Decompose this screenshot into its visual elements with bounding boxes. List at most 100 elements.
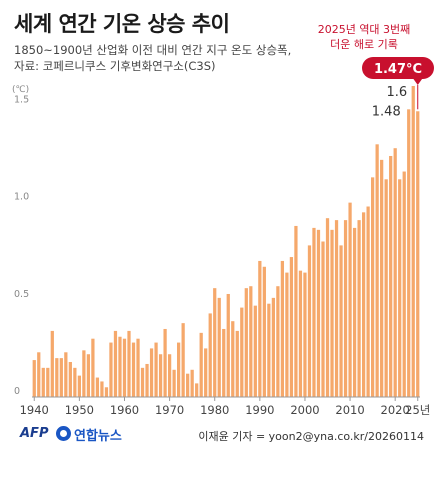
bar-1947 [64,352,68,397]
reporter-credit: 이재윤 기자 = yoon2@yna.co.kr/20260114 [198,430,424,443]
data-labels-group: 1.48 1.6 [372,85,407,119]
bar-2005 [325,218,330,397]
bar-2025 [416,111,420,398]
y-axis-unit: (℃) [12,85,29,95]
bar-2023 [407,109,411,397]
bar-chart: (℃) 0 0.5 1.0 1.5 1940 1950 1960 1970 1980 1990 20… [12,57,434,417]
bar-1994 [276,286,280,397]
bar-1965 [145,363,149,397]
bar-1996 [285,272,289,397]
bar-1972 [177,342,181,397]
bar-1944 [50,330,54,397]
bar-1981 [217,297,221,397]
chart-subtitle: 1850~1900년 산업화 이전 대비 연간 지구 온도 상승폭, [14,43,292,57]
bar-2021 [398,179,402,397]
bar-1954 [95,377,100,397]
footer: AFP 연합뉴스 이재윤 기자 = yoon2@yna.co.kr/202601… [0,422,436,452]
bar-1958 [113,330,118,397]
bar-2016 [375,144,379,397]
bar-1973 [181,323,185,397]
bar-2010 [348,202,352,398]
x-tick-label: 1970 [155,403,184,417]
bar-2014 [366,206,370,397]
bar-2024 [411,86,415,397]
y-tick-label: 0.5 [14,289,29,300]
bar-1942 [41,367,45,397]
chart-source: 자료: 코페르니쿠스 기후변화연구소(C3S) [14,59,216,73]
y-tick-label: 1.0 [14,192,29,203]
bar-2020 [393,148,397,397]
bars-group [32,86,420,398]
bar-1957 [109,342,113,397]
x-tick-label: 25년 [405,403,430,417]
bar-1978 [204,348,208,397]
bar-1980 [213,288,217,397]
bar-1964 [140,367,145,397]
data-label-2023: 1.48 [372,104,401,119]
x-tick-label: 2020 [381,403,410,417]
callout-line-2: 더운 해로 기록 [330,38,398,51]
bar-2003 [316,229,321,397]
x-tick-label: 1980 [200,403,229,417]
bar-2015 [371,177,375,397]
x-tick-label: 1960 [110,403,139,417]
bar-1959 [118,336,122,397]
bar-1960 [122,338,127,397]
bar-1990 [258,260,262,397]
bar-2012 [357,220,361,397]
bar-1987 [244,288,248,397]
bar-1961 [127,330,131,397]
bar-1966 [149,348,154,397]
bar-1984 [231,321,235,397]
bar-1956 [104,387,109,397]
bar-1940 [32,360,36,397]
y-axis: (℃) 0 0.5 1.0 1.5 [12,85,29,397]
bar-1941 [37,352,41,397]
bar-1971 [172,369,176,397]
bar-1974 [186,373,190,397]
bar-1945 [55,358,59,398]
bar-1955 [100,381,104,397]
bar-1982 [222,328,226,397]
badge-label: 1.47°C [374,62,422,77]
bar-2004 [321,241,325,397]
bar-1979 [208,313,212,397]
bar-1998 [294,225,298,397]
bar-1946 [59,358,63,398]
bar-1967 [154,342,158,397]
bar-1999 [298,270,303,397]
bar-1986 [240,307,244,397]
bar-1948 [68,362,72,397]
bar-1976 [195,383,199,397]
bar-2009 [343,220,348,397]
bar-1968 [158,354,163,397]
bar-2018 [384,179,388,397]
chart-title: 세계 연간 기온 상승 추이 [14,12,230,36]
bar-1997 [289,257,294,397]
bar-1970 [167,354,172,397]
callout-text: 2025년 역대 3번째 더운 해로 기록 [304,22,424,52]
x-tick-label: 2010 [335,403,364,417]
bar-2006 [330,229,334,397]
bar-1950 [77,375,81,397]
bar-2017 [380,159,384,397]
bar-1989 [253,305,257,397]
bar-1952 [86,354,91,397]
x-tick-label: 1950 [65,403,94,417]
bar-1977 [199,332,203,397]
callout-badge: 1.47°C [362,57,434,85]
x-tick-label: 1940 [20,403,49,417]
bar-2000 [303,272,307,397]
y-tick-label: 0 [14,386,20,397]
bar-1943 [46,367,50,397]
bar-1949 [73,367,77,397]
bar-1963 [136,338,140,397]
bar-2002 [312,227,316,397]
bar-1992 [267,303,271,397]
callout-line-1: 2025년 역대 3번째 [317,23,411,36]
bar-2022 [402,171,406,397]
x-tick-label: 2000 [290,403,319,417]
data-label-2024: 1.6 [387,85,408,100]
bar-1951 [82,350,86,397]
